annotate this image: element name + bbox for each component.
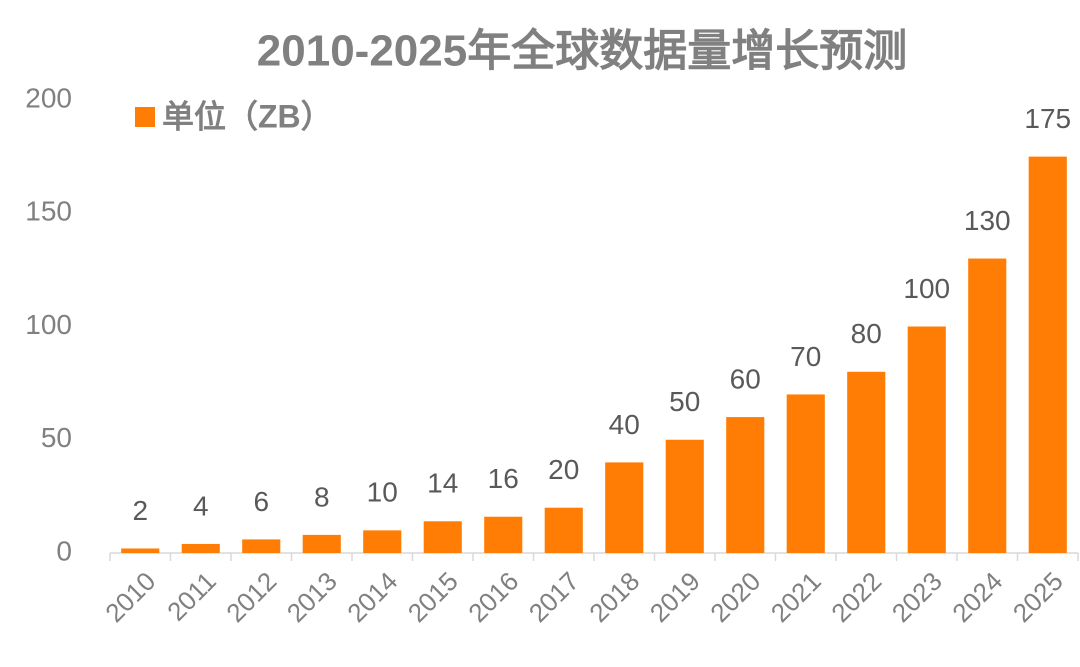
- data-label: 50: [669, 386, 700, 417]
- data-label: 70: [790, 341, 821, 372]
- x-tick-label: 2024: [946, 566, 1008, 628]
- x-tick-label: 2021: [765, 566, 827, 628]
- data-label: 80: [851, 318, 882, 349]
- chart-title: 2010-2025年全球数据量增长预测: [257, 26, 907, 76]
- bar: [665, 439, 704, 553]
- data-label: 60: [730, 363, 761, 394]
- y-tick-label: 100: [25, 309, 72, 340]
- bar: [121, 548, 160, 553]
- data-label: 16: [488, 463, 519, 494]
- y-tick-label: 50: [41, 422, 72, 453]
- bar: [484, 516, 523, 553]
- data-label: 10: [367, 477, 398, 508]
- data-label: 20: [548, 454, 579, 485]
- bar: [907, 326, 946, 553]
- bar: [423, 521, 462, 553]
- bar: [605, 462, 644, 553]
- bar: [544, 507, 583, 553]
- y-tick-label: 0: [56, 535, 72, 566]
- y-tick-label: 150: [25, 196, 72, 227]
- data-label: 40: [609, 409, 640, 440]
- data-label: 2: [132, 495, 148, 526]
- bar: [726, 417, 765, 553]
- legend-swatch: [135, 107, 155, 127]
- data-label: 4: [193, 490, 209, 521]
- data-label: 14: [427, 468, 458, 499]
- x-tick-label: 2019: [644, 566, 706, 628]
- x-tick-label: 2011: [161, 566, 222, 627]
- bar: [363, 530, 402, 553]
- x-tick-label: 2023: [886, 566, 948, 628]
- x-tick-label: 2015: [402, 566, 464, 628]
- bar: [302, 534, 341, 553]
- x-tick-label: 2012: [220, 566, 282, 628]
- x-tick-label: 2013: [281, 566, 343, 628]
- x-tick-label: 2018: [583, 566, 645, 628]
- y-tick-label: 200: [25, 82, 72, 113]
- data-label: 8: [314, 481, 330, 512]
- x-tick-label: 2017: [523, 566, 585, 628]
- data-label: 6: [253, 486, 269, 517]
- legend-label: 单位（ZB）: [162, 98, 333, 134]
- bar: [242, 539, 281, 553]
- bar: [786, 394, 825, 553]
- x-tick-label: 2016: [462, 566, 524, 628]
- x-tick-label: 2010: [99, 566, 161, 628]
- data-label: 130: [964, 205, 1011, 236]
- bar: [181, 543, 220, 553]
- bar: [1028, 156, 1067, 553]
- x-tick-label: 2014: [341, 566, 403, 628]
- bar: [847, 371, 886, 553]
- bar: [968, 258, 1007, 553]
- x-tick-label: 2022: [825, 566, 887, 628]
- x-tick-label: 2025: [1007, 566, 1069, 628]
- data-label: 175: [1024, 103, 1071, 134]
- x-tick-label: 2020: [704, 566, 766, 628]
- data-label: 100: [903, 273, 950, 304]
